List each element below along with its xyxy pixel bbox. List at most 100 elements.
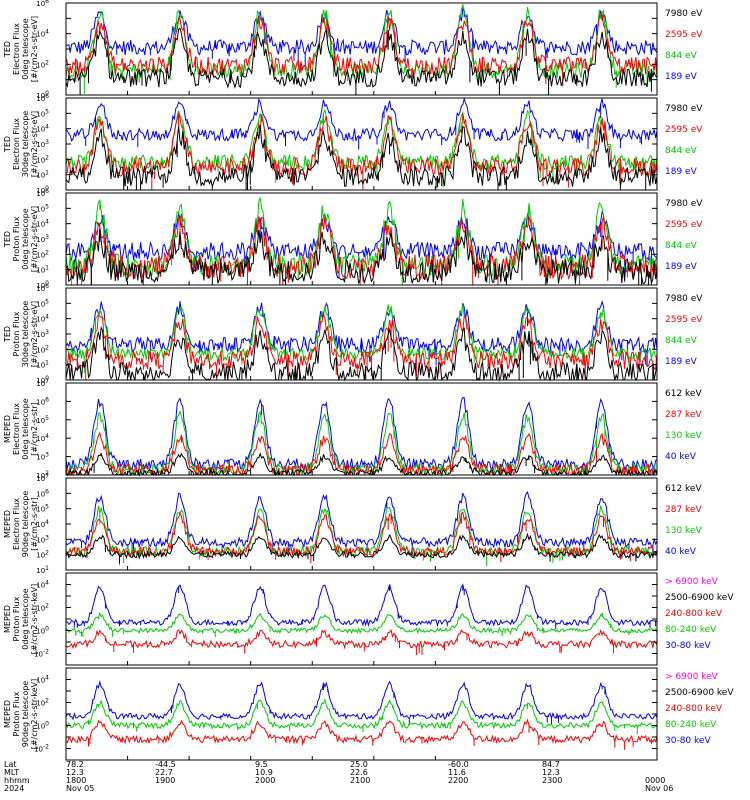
y-axis-label: [#/cm2-s-str] <box>30 497 39 550</box>
y-axis-label: Proton Flux <box>12 216 21 261</box>
legend-entry: 30-80 keV <box>665 641 711 651</box>
orbit-time-value: 2000 <box>255 776 275 785</box>
series-line-2-2 <box>65 213 658 285</box>
y-tick-label: 104 <box>36 519 49 529</box>
legend-entry: 287 keV <box>665 410 702 420</box>
legend-entry: 7980 eV <box>665 9 703 19</box>
y-axis-label: Electron Flux <box>12 498 21 550</box>
y-axis-label: 30deg telescope <box>21 301 30 368</box>
orbit-mlt-value: 11.6 <box>448 768 466 777</box>
y-axis-label: 0deg telescope <box>21 588 30 649</box>
orbit-date-right: Nov 06 <box>645 784 673 793</box>
legend-entry: 844 eV <box>665 51 698 61</box>
y-axis-label: [#/cm2-s-str-eV] <box>30 301 39 367</box>
series-line-3-3 <box>65 325 658 382</box>
legend-entry: 2500-6900 keV <box>665 593 734 603</box>
y-axis-label: Proton Flux <box>12 596 21 641</box>
orbit-time-value: 1900 <box>155 776 175 785</box>
orbit-mlt-value: 12.3 <box>66 768 84 777</box>
y-axis-label: Proton Flux <box>12 691 21 736</box>
y-tick-label: 104 <box>36 219 49 229</box>
orbit-date-left: Nov 05 <box>66 784 94 793</box>
y-tick-label: 105 <box>36 298 49 308</box>
legend-entry: 2595 eV <box>665 30 703 40</box>
y-tick-label: 102 <box>36 249 49 259</box>
orbit-row-label: MLT <box>4 768 19 777</box>
y-tick-label: 101 <box>36 265 49 275</box>
legend-entry: 40 keV <box>665 452 697 462</box>
legend-entry: > 6900 keV <box>665 577 719 587</box>
series-line-7-0 <box>65 680 658 726</box>
legend-entry: 7980 eV <box>665 104 703 114</box>
y-axis-label: TED <box>3 136 12 153</box>
y-tick-label: 102 <box>36 470 49 480</box>
orbit-time-value: 0000 <box>645 776 665 785</box>
y-axis-label: MEPED <box>3 700 12 728</box>
y-tick-label: 107 <box>36 378 49 388</box>
y-axis-label: MEPED <box>3 510 12 538</box>
legend-entry: 287 keV <box>665 505 702 515</box>
y-axis-label: Electron Flux <box>12 118 21 170</box>
legend-entry: 130 keV <box>665 526 702 536</box>
legend-entry: 844 eV <box>665 241 698 251</box>
orbit-row-label: hhmm <box>4 776 30 785</box>
series-line-7-2 <box>65 718 658 750</box>
orbit-lat-value: 9.5 <box>255 760 268 769</box>
y-tick-label: 104 <box>36 433 49 443</box>
legend-entry: 80-240 keV <box>665 720 717 730</box>
y-tick-label: 100 <box>36 280 49 290</box>
panel-frame <box>65 2 658 96</box>
series-line-0-3 <box>65 27 658 95</box>
y-tick-label: 103 <box>36 329 49 339</box>
legend-entry: 240-800 keV <box>665 704 723 714</box>
y-tick-label: 105 <box>36 203 49 213</box>
y-tick-label: 106 <box>36 488 49 498</box>
y-axis-label: 0deg telescope <box>21 398 30 459</box>
series-line-0-2 <box>65 13 658 87</box>
series-line-6-0 <box>65 583 658 630</box>
series-line-4-0 <box>65 396 658 475</box>
series-line-4-2 <box>65 431 658 477</box>
y-tick-label: 107 <box>36 473 49 483</box>
orbit-time-value: 2200 <box>448 776 468 785</box>
y-axis-label: [#/cm2-s-str-keV] <box>30 584 39 655</box>
orbit-time-value: 2100 <box>350 776 370 785</box>
y-axis-label: Electron Flux <box>12 23 21 75</box>
orbit-lat-value: 78.2 <box>66 760 84 769</box>
panel-frame <box>65 287 658 381</box>
legend-entry: 612 keV <box>665 389 702 399</box>
y-tick-label: 104 <box>36 29 49 39</box>
orbit-lat-value: -60.0 <box>448 760 469 769</box>
y-axis-label: Proton Flux <box>12 311 21 356</box>
series-line-2-3 <box>65 228 658 285</box>
y-tick-label: 104 <box>36 124 49 134</box>
legend-entry: 7980 eV <box>665 199 703 209</box>
legend-entry: 30-80 keV <box>665 736 711 746</box>
legend-entry: 844 eV <box>665 336 698 346</box>
y-axis-label: [#/cm2-s-str-eV] <box>30 206 39 272</box>
y-tick-label: 100 <box>36 185 49 195</box>
y-axis-label: TED <box>3 231 12 248</box>
series-line-0-1 <box>65 2 658 94</box>
y-tick-label: 106 <box>36 93 49 103</box>
legend-entry: 189 eV <box>665 357 698 367</box>
orbit-row-label: Lat <box>4 760 17 769</box>
panel-frame <box>65 382 658 476</box>
series-line-6-1 <box>65 611 658 638</box>
legend-entry: 240-800 keV <box>665 609 723 619</box>
legend-entry: 844 eV <box>665 146 698 156</box>
y-tick-label: 104 <box>36 314 49 324</box>
legend-entry: 130 keV <box>665 431 702 441</box>
legend-entry: 80-240 keV <box>665 625 717 635</box>
legend-entry: 2595 eV <box>665 315 703 325</box>
y-tick-label: 103 <box>36 452 49 462</box>
legend-entry: 189 eV <box>665 262 698 272</box>
y-tick-label: 106 <box>36 396 49 406</box>
y-tick-label: 101 <box>36 565 49 575</box>
legend-entry: 2595 eV <box>665 125 703 135</box>
y-tick-label: 10-2 <box>34 649 49 659</box>
y-axis-label: MEPED <box>3 605 12 633</box>
y-axis-label: 0deg telescope <box>21 18 30 79</box>
y-axis-label: TED <box>3 326 12 343</box>
y-tick-label: 104 <box>36 580 49 590</box>
